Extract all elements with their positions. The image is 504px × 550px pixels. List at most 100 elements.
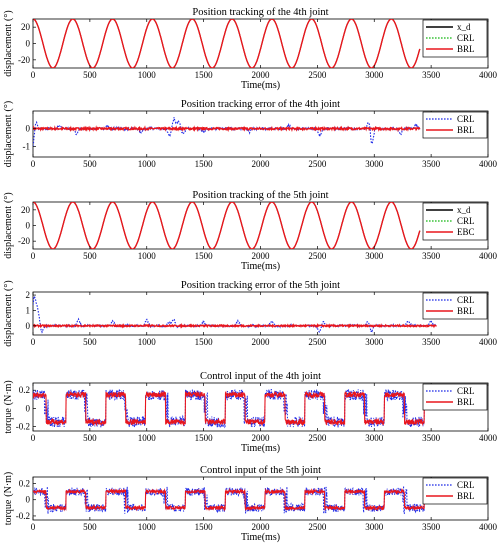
x-tick-label: 3500: [422, 337, 441, 347]
y-axis-unit: (N·m): [3, 472, 14, 497]
y-axis-label-text: torque: [3, 499, 14, 525]
x-tick-label: 0: [31, 433, 36, 443]
x-tick-label: 3000: [365, 251, 384, 261]
x-tick-label: 4000: [479, 159, 498, 169]
x-tick-label: 3000: [365, 337, 384, 347]
series-layer: [33, 387, 438, 429]
legend-label: BRL: [457, 125, 475, 135]
plot-area: [32, 110, 489, 158]
x-axis-label: Time(ms): [241, 443, 280, 454]
x-tick-label: 1500: [195, 251, 214, 261]
series-layer: [33, 485, 438, 515]
legend-label: BRL: [457, 397, 475, 407]
y-axis-label-text: displacement: [3, 114, 14, 167]
y-tick-label: -0.2: [16, 421, 30, 431]
x-tick-label: 2000: [252, 251, 271, 261]
y-tick-label: -20: [18, 55, 30, 65]
y-tick-label: 2: [26, 290, 31, 300]
y-tick-label: 1: [26, 305, 31, 315]
y-tick-label: 0: [26, 124, 31, 134]
y-axis-unit: (°): [3, 10, 14, 21]
y-tick-label: 0: [26, 495, 31, 505]
series-BRL-line: [33, 390, 438, 427]
y-axis-unit: (°): [3, 280, 14, 291]
series-CRL-line: [33, 485, 438, 515]
x-axis-label: Time(ms): [241, 532, 280, 543]
chart-title: Position tracking error of the 5th joint: [181, 280, 340, 291]
x-tick-label: 2000: [252, 70, 271, 80]
y-tick-label: -20: [18, 236, 30, 246]
y-tick-label: -1: [23, 141, 31, 151]
x-tick-label: 3500: [422, 522, 441, 532]
x-tick-label: 4000: [479, 522, 498, 532]
y-axis-unit: (°): [3, 192, 14, 203]
y-axis-unit: (N·m): [3, 380, 14, 405]
series-BRL-line: [33, 322, 437, 329]
x-tick-label: 0: [31, 522, 36, 532]
y-axis-label-text: displacement: [3, 294, 14, 347]
x-tick-label: 0: [31, 159, 36, 169]
plot-area: [32, 476, 489, 521]
x-tick-label: 1500: [195, 70, 214, 80]
x-tick-label: 500: [83, 70, 97, 80]
legend-label: BRL: [457, 491, 475, 501]
panel-4: Position tracking error of the 5th joint…: [3, 280, 498, 347]
x-tick-label: 4000: [479, 251, 498, 261]
y-axis-label: displacement (°): [3, 101, 14, 167]
x-tick-label: 0: [31, 70, 36, 80]
x-tick-label: 1000: [138, 337, 157, 347]
x-axis-label: Time(ms): [241, 261, 280, 272]
chart-title: Position tracking of the 5th joint: [192, 190, 328, 201]
x-tick-label: 500: [83, 251, 97, 261]
y-axis-label-text: displacement: [3, 206, 14, 259]
panel-1: Position tracking of the 4th joint 0 500 10…: [3, 7, 498, 91]
x-tick-label: 2000: [252, 433, 271, 443]
x-tick-label: 1500: [195, 433, 214, 443]
x-tick-label: 500: [83, 522, 97, 532]
legend-label: x_d: [457, 205, 471, 215]
x-tick-label: 500: [83, 337, 97, 347]
x-tick-label: 4000: [479, 433, 498, 443]
panel-6: Control input of the 5th joint 0 500 1000 15…: [3, 465, 498, 543]
series-BRL-line: [33, 19, 421, 68]
y-tick-label: 0: [26, 403, 31, 413]
panel-2: Position tracking error of the 4th joint…: [3, 99, 498, 169]
y-tick-label: 0: [26, 221, 31, 231]
y-tick-label: 0.2: [19, 478, 30, 488]
x-tick-label: 3000: [365, 159, 384, 169]
x-tick-label: 3000: [365, 433, 384, 443]
legend-label: BRL: [457, 306, 475, 316]
x-tick-label: 0: [31, 251, 36, 261]
series-BRL-line: [33, 487, 437, 512]
x-tick-label: 1000: [138, 251, 157, 261]
x-tick-label: 0: [31, 337, 36, 347]
y-axis-unit: (°): [3, 101, 14, 112]
x-tick-label: 2500: [308, 337, 327, 347]
legend-label: CRL: [457, 33, 475, 43]
legend-box: [422, 383, 488, 411]
legend-box: [422, 477, 488, 505]
x-tick-label: 2000: [252, 159, 271, 169]
series-layer: [33, 117, 421, 147]
series-layer: [33, 295, 437, 334]
x-tick-label: 4000: [479, 337, 498, 347]
y-tick-label: 0: [26, 39, 31, 49]
series-layer: [33, 202, 421, 249]
x-tick-label: 4000: [479, 70, 498, 80]
legend-box: [422, 292, 488, 320]
x-tick-label: 1500: [195, 337, 214, 347]
y-axis-label: displacement (°): [3, 10, 14, 76]
x-tick-label: 2500: [308, 522, 327, 532]
y-tick-label: 0.2: [19, 385, 30, 395]
plot-area: [32, 291, 489, 336]
series-CRL-line: [33, 387, 438, 429]
y-axis-label: displacement (°): [3, 192, 14, 258]
y-axis-label: torque (N·m): [3, 380, 14, 434]
